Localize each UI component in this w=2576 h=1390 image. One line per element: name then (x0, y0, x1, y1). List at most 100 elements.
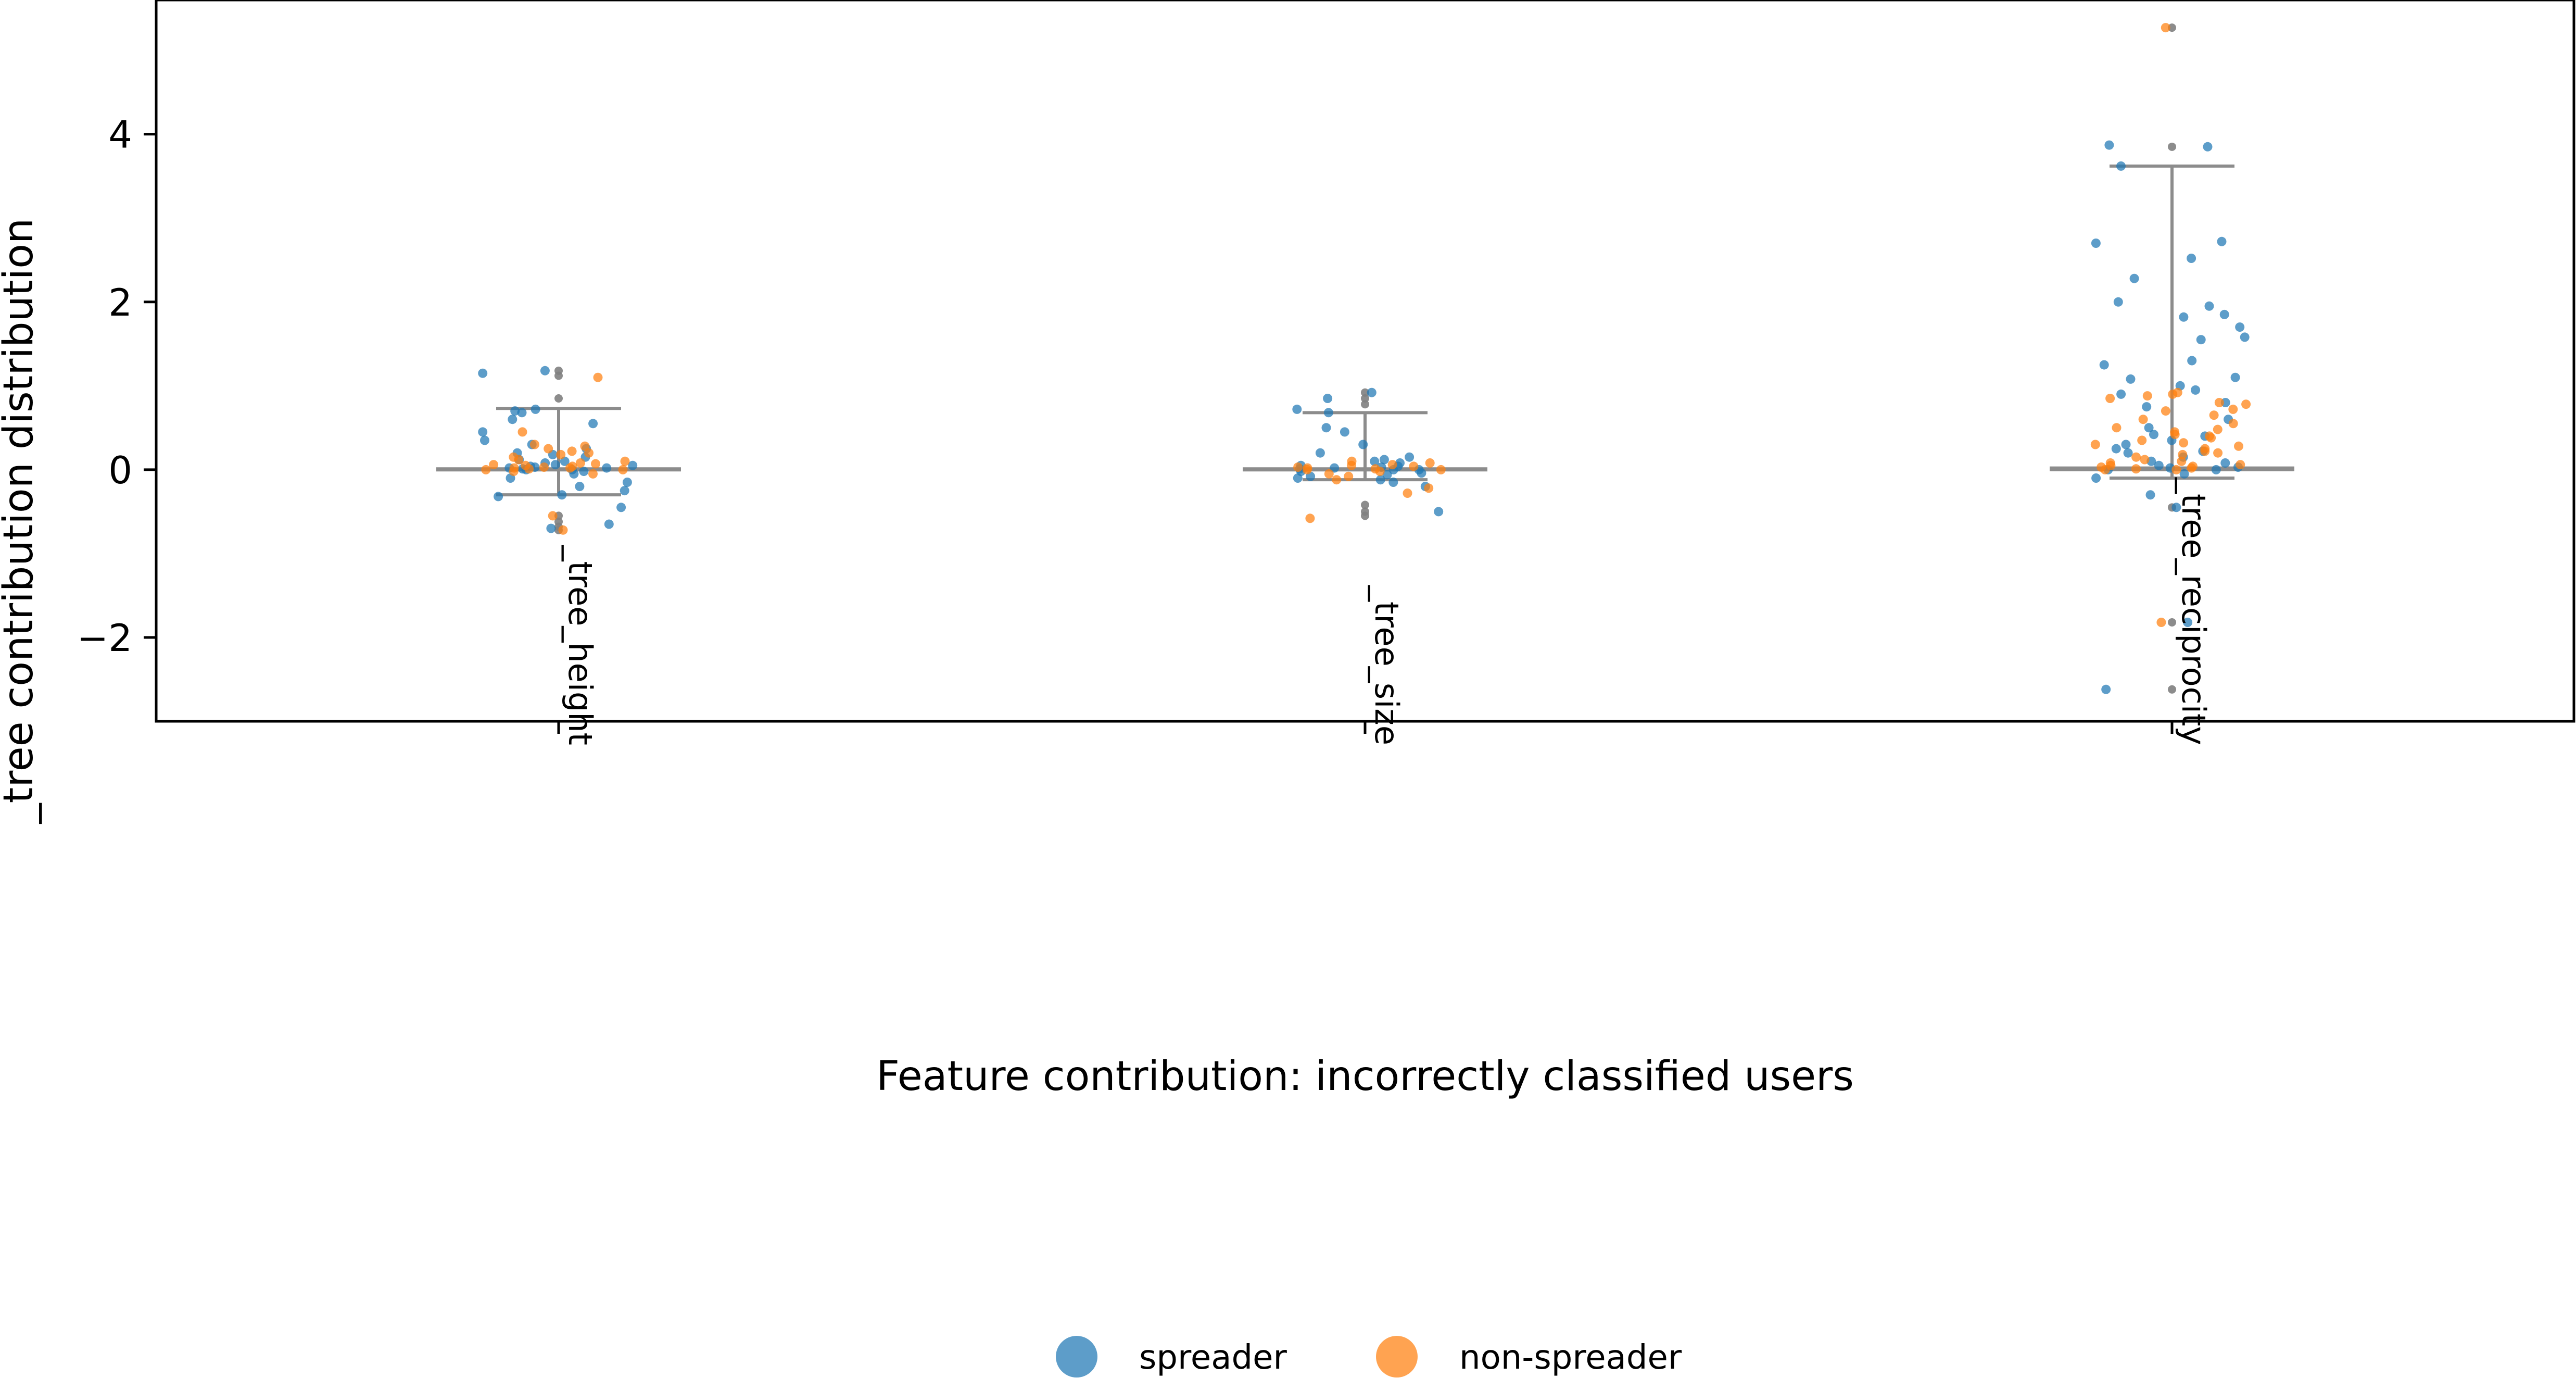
data-point (2142, 402, 2152, 412)
data-point (2099, 360, 2109, 370)
data-point (2209, 410, 2219, 420)
data-point (2230, 372, 2240, 382)
data-point (481, 465, 491, 474)
data-point (556, 449, 566, 459)
legend-marker (1376, 1336, 1418, 1378)
data-point (2105, 394, 2115, 403)
data-point (517, 408, 527, 418)
data-point (2161, 406, 2170, 416)
y-tick-label: 2 (108, 281, 132, 324)
data-point (602, 463, 612, 473)
data-point (2138, 415, 2148, 424)
data-point (2100, 465, 2110, 474)
flier-point (2168, 142, 2176, 151)
data-point (2211, 465, 2221, 474)
legend-item-non-spreader: non-spreader (1376, 1336, 1682, 1378)
data-point (575, 458, 585, 468)
data-point (1434, 507, 1444, 517)
flier-point (1361, 500, 1369, 509)
data-point (2236, 460, 2245, 470)
data-point (2187, 254, 2196, 263)
data-point (540, 366, 550, 375)
data-point (591, 459, 600, 469)
data-point (548, 511, 558, 521)
data-point (2228, 404, 2238, 414)
data-point (529, 440, 539, 449)
data-point (2213, 448, 2223, 458)
data-point (1323, 408, 1333, 418)
data-point (2214, 398, 2224, 407)
data-point (593, 372, 603, 382)
data-point (2179, 312, 2189, 322)
flier-point (554, 366, 563, 375)
data-point (1375, 475, 1385, 485)
data-point (514, 455, 524, 465)
data-point (2183, 618, 2193, 627)
data-point (509, 467, 519, 477)
data-point (618, 465, 628, 474)
data-point (622, 478, 632, 487)
data-point (2179, 438, 2189, 448)
data-point (544, 444, 553, 454)
series-non-spreader (481, 23, 2251, 627)
data-point (575, 482, 585, 492)
data-point (2206, 433, 2216, 443)
data-point (478, 368, 488, 378)
data-point (2111, 444, 2121, 454)
data-point (2170, 430, 2180, 440)
plot-area (436, 23, 2294, 694)
data-point (531, 404, 540, 414)
data-point (1417, 468, 1426, 478)
data-point (2196, 335, 2206, 345)
data-point (2156, 618, 2166, 627)
data-point (2131, 464, 2141, 474)
data-point (557, 490, 567, 500)
legend: spreader non-spreader (1056, 1336, 1682, 1378)
data-point (1405, 452, 1415, 462)
data-point (579, 467, 589, 477)
data-point (2204, 301, 2214, 311)
data-point (616, 503, 626, 512)
x-tick-label: _tree_height (561, 545, 599, 745)
data-point (1293, 462, 1303, 472)
data-point (1388, 478, 1398, 487)
data-point (2142, 391, 2152, 401)
data-point (628, 460, 638, 470)
data-point (2129, 273, 2139, 283)
data-point (1382, 470, 1392, 480)
data-point (1344, 471, 1354, 481)
data-point (2187, 463, 2196, 473)
data-point (1324, 469, 1334, 479)
data-point (2121, 440, 2131, 449)
data-point (1305, 514, 1315, 523)
data-point (2091, 239, 2101, 248)
legend-label: spreader (1139, 1338, 1287, 1377)
y-axis: −2 0 2 4 (77, 113, 156, 660)
data-point (2213, 424, 2223, 434)
data-point (1302, 465, 1312, 474)
data-point (2217, 236, 2227, 246)
data-point (2228, 419, 2238, 429)
data-point (2116, 389, 2126, 399)
x-axis-label: Feature contribution: incorrectly classi… (876, 1053, 1854, 1100)
data-point (489, 460, 499, 470)
data-point (2144, 423, 2154, 433)
flier-point (1361, 394, 1369, 403)
data-point (2101, 684, 2111, 694)
legend-item-spreader: spreader (1056, 1336, 1287, 1378)
data-point (2131, 452, 2141, 462)
data-point (2191, 385, 2201, 395)
data-point (1424, 483, 1434, 493)
data-point (1292, 404, 1302, 414)
x-tick-label: _tree_size (1368, 585, 1406, 745)
flier-point (2168, 685, 2176, 694)
y-axis-label: _tree contribution distribution (0, 218, 42, 824)
flier-point (1361, 400, 1369, 409)
data-point (2104, 140, 2114, 150)
data-point (2219, 309, 2229, 319)
x-tick-label: _tree_reciprocity (2175, 477, 2213, 745)
data-point (558, 525, 568, 535)
data-point (2137, 435, 2147, 445)
data-point (539, 462, 549, 472)
